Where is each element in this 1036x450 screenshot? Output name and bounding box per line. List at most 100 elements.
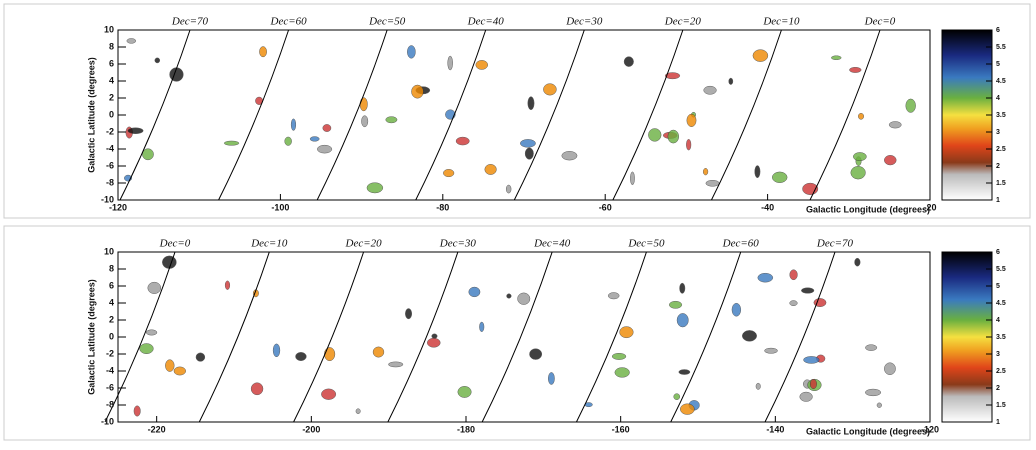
- blob: [411, 84, 424, 99]
- plot-area: [117, 29, 931, 201]
- x-tick-label: -20: [923, 202, 936, 212]
- dec-label: Dec=10: [250, 238, 288, 250]
- dec-label: Dec=70: [171, 16, 209, 28]
- blob: [850, 166, 866, 180]
- dec-curve: [119, 29, 191, 201]
- x-tick-label: -200: [302, 424, 320, 434]
- colorbar-tick-label: 6: [996, 27, 1000, 34]
- blob: [607, 292, 620, 300]
- y-axis-label: Galactic Latitude (degrees): [86, 57, 96, 173]
- blob: [250, 382, 264, 396]
- y-tick-label: 2: [109, 314, 114, 324]
- blob: [854, 257, 861, 267]
- blob: [865, 344, 878, 351]
- blob: [195, 352, 206, 362]
- blob: [447, 55, 453, 71]
- blob: [309, 136, 320, 142]
- blob: [317, 144, 333, 154]
- y-tick-label: 4: [109, 75, 114, 85]
- dec-curve: [809, 29, 881, 201]
- y-tick-label: -8: [106, 177, 114, 187]
- dec-label: Dec=20: [664, 16, 702, 28]
- blob: [431, 333, 438, 339]
- blob: [614, 367, 630, 378]
- x-tick-label: -100: [271, 202, 289, 212]
- blob: [752, 49, 769, 62]
- blob: [789, 269, 798, 281]
- blob: [324, 347, 336, 362]
- y-axis-label: Galactic Latitude (degrees): [86, 279, 96, 395]
- dec-label: Dec=70: [816, 238, 854, 250]
- blob: [678, 369, 691, 375]
- blob: [372, 346, 385, 358]
- x-tick-label: -180: [457, 424, 475, 434]
- blob: [475, 60, 488, 70]
- y-tick-label: -2: [106, 126, 114, 136]
- blob: [801, 287, 815, 294]
- y-tick-label: 10: [104, 246, 114, 256]
- colorbar: [941, 251, 993, 423]
- blob: [484, 164, 497, 175]
- blob: [703, 85, 717, 95]
- y-tick-label: 0: [109, 331, 114, 341]
- blob: [443, 169, 455, 178]
- blob: [680, 403, 695, 415]
- blob: [322, 124, 332, 132]
- blob: [457, 386, 472, 398]
- blob: [623, 56, 634, 67]
- blob: [272, 343, 281, 358]
- blob: [445, 109, 456, 120]
- blob: [884, 155, 897, 166]
- colorbar-tick-label: 3: [996, 129, 1000, 136]
- blob: [865, 388, 882, 397]
- colorbar-tick-label: 2: [996, 163, 1000, 170]
- blob: [876, 402, 882, 408]
- blob: [147, 281, 162, 294]
- blob: [290, 118, 297, 131]
- x-tick-label: -80: [436, 202, 449, 212]
- blob: [427, 337, 441, 348]
- blob: [731, 302, 742, 317]
- blob: [849, 67, 862, 73]
- x-tick-label: -120: [109, 202, 127, 212]
- blob: [831, 55, 842, 61]
- blob: [139, 343, 154, 355]
- dec-label: Dec=30: [439, 238, 477, 250]
- y-tick-label: 10: [104, 24, 114, 34]
- blob: [686, 113, 697, 127]
- blob: [548, 372, 555, 385]
- blob: [888, 121, 902, 129]
- blob: [468, 286, 481, 298]
- blob: [165, 359, 175, 372]
- blob: [813, 298, 827, 308]
- blob: [506, 293, 512, 299]
- dec-label: Dec=50: [627, 238, 665, 250]
- blob: [853, 152, 867, 162]
- x-tick-label: -140: [766, 424, 784, 434]
- colorbar-tick-label: 4.5: [996, 300, 1006, 307]
- dec-label: Dec=10: [762, 16, 800, 28]
- y-tick-label: 2: [109, 92, 114, 102]
- blob: [154, 57, 161, 64]
- panel-frame: [3, 3, 1031, 219]
- blob: [520, 139, 536, 148]
- blob: [517, 292, 531, 305]
- dec-curve: [670, 251, 742, 423]
- dec-curve: [218, 29, 290, 201]
- blob: [772, 171, 788, 183]
- blob: [479, 321, 485, 332]
- blob: [259, 46, 267, 58]
- blob: [223, 140, 240, 146]
- dec-label: Dec=20: [345, 238, 383, 250]
- colorbar-tick-label: 4: [996, 317, 1000, 324]
- dec-curve: [316, 29, 388, 201]
- blob: [284, 136, 292, 146]
- colorbar-tick-label: 3.5: [996, 112, 1006, 119]
- y-tick-label: 6: [109, 58, 114, 68]
- blob: [355, 408, 361, 414]
- panel-frame: [3, 225, 1031, 441]
- blob: [529, 348, 543, 360]
- dec-curve: [710, 29, 782, 201]
- blob: [133, 405, 141, 417]
- colorbar-tick-label: 4.5: [996, 78, 1006, 85]
